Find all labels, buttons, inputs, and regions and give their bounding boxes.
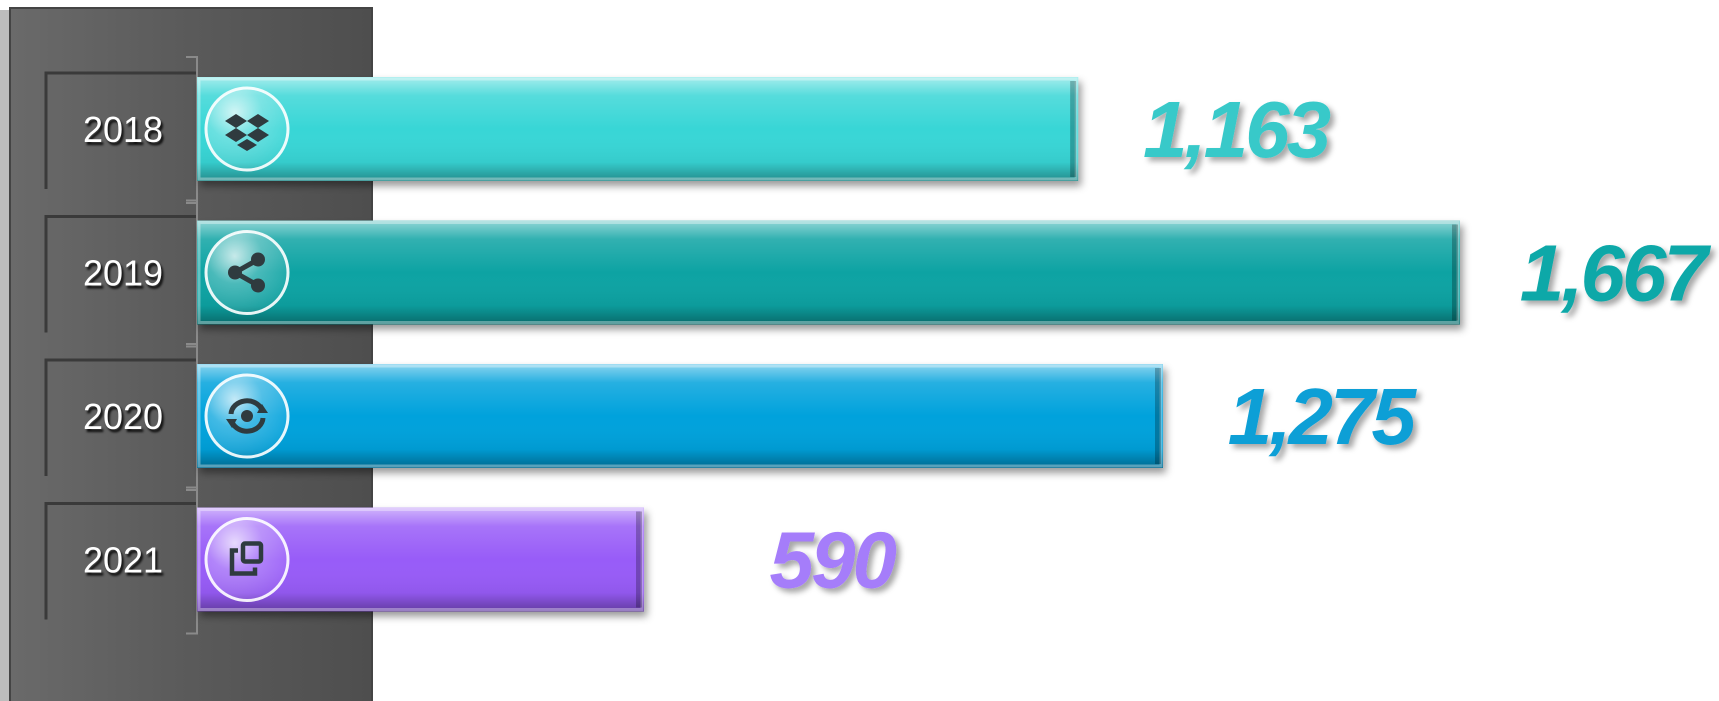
icon-bubble xyxy=(204,86,290,172)
bar-row: 2020 1,275 xyxy=(44,343,1421,491)
bar-end-cap xyxy=(1452,224,1458,321)
category-bracket xyxy=(44,358,197,476)
category-label: 2019 xyxy=(83,253,163,294)
bar-edge xyxy=(197,221,1460,324)
data-label: 1,667 xyxy=(1520,229,1712,318)
bar-edge xyxy=(197,364,1163,468)
bar-edge xyxy=(197,508,644,611)
bar-row: 2021 590 xyxy=(44,486,900,635)
dropbox-icon xyxy=(225,114,269,151)
data-label: 1,275 xyxy=(1228,372,1418,461)
category-bracket xyxy=(44,502,197,620)
bar-rows: 2018 1,163 2019 1,667 2020 1,275 2021 590 xyxy=(44,56,1715,635)
data-label: 590 xyxy=(770,516,897,605)
category-bracket xyxy=(44,215,197,333)
bar-edge xyxy=(197,77,1078,181)
category-label: 2021 xyxy=(83,540,163,581)
copy-icon xyxy=(229,541,264,576)
bar-end-cap xyxy=(1155,368,1162,464)
bar-row: 2018 1,163 xyxy=(44,56,1334,204)
share-icon xyxy=(228,252,265,293)
sync-eye-icon xyxy=(226,398,268,434)
category-label: 2018 xyxy=(83,109,163,150)
category-label: 2020 xyxy=(83,396,163,437)
data-label: 1,163 xyxy=(1143,85,1331,174)
icon-bubble xyxy=(204,230,290,315)
bar-row: 2019 1,667 xyxy=(44,199,1715,348)
bar-end-cap xyxy=(636,511,643,608)
bar-bevel xyxy=(197,220,1460,325)
bar-bevel xyxy=(197,77,1079,181)
bar-bevel xyxy=(197,364,1164,468)
category-bracket xyxy=(44,71,197,189)
bar-end-cap xyxy=(1070,81,1077,177)
